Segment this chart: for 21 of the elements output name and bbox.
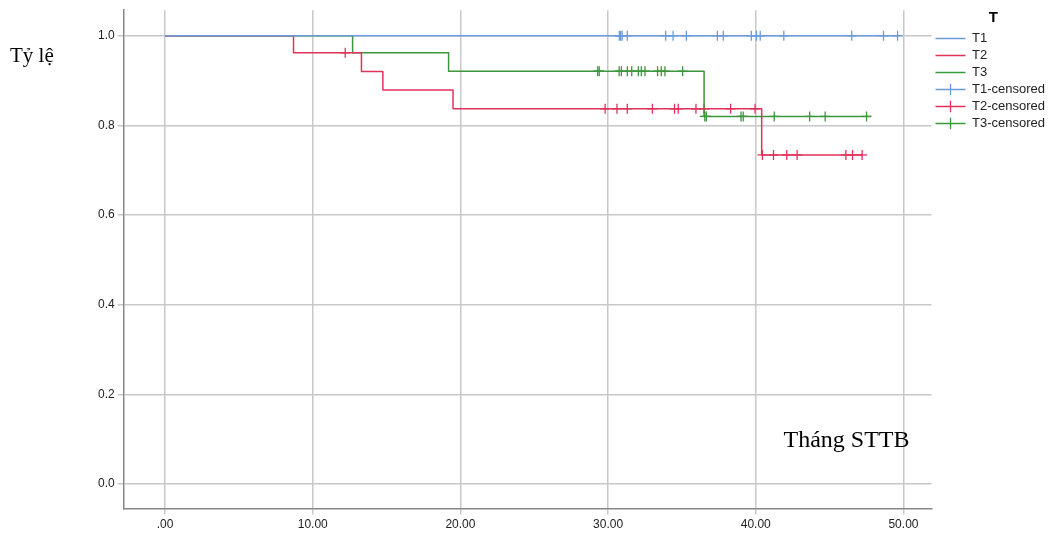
- y-tick-label: 0.6: [97, 207, 115, 222]
- x-tick-label: 20.00: [445, 517, 476, 532]
- legend-label: T3: [972, 64, 988, 80]
- y-tick-label: 0.4: [97, 296, 115, 311]
- x-tick-label: 10.00: [297, 517, 329, 532]
- y-tick-label: 1.0: [97, 28, 115, 43]
- y-tick-label: 0.0: [97, 476, 115, 491]
- legend-label: T2: [972, 47, 988, 63]
- y-tick-label: 0.2: [97, 386, 115, 401]
- y-axis-title: Tỷ lệ: [10, 42, 54, 67]
- x-tick-label: 40.00: [740, 517, 772, 532]
- legend-label: T1: [972, 30, 988, 46]
- x-tick-label: 50.00: [888, 517, 919, 532]
- x-tick-label: .00: [156, 517, 174, 532]
- legend-title: T: [988, 7, 998, 25]
- legend-label: T1-censored: [972, 81, 1046, 97]
- legend-label: T2-censored: [972, 98, 1046, 114]
- legend-label: T3-censored: [972, 115, 1046, 131]
- x-axis-title: Tháng STTB: [783, 425, 910, 452]
- x-tick-label: 30.00: [593, 517, 624, 532]
- y-tick-label: 0.8: [97, 117, 115, 132]
